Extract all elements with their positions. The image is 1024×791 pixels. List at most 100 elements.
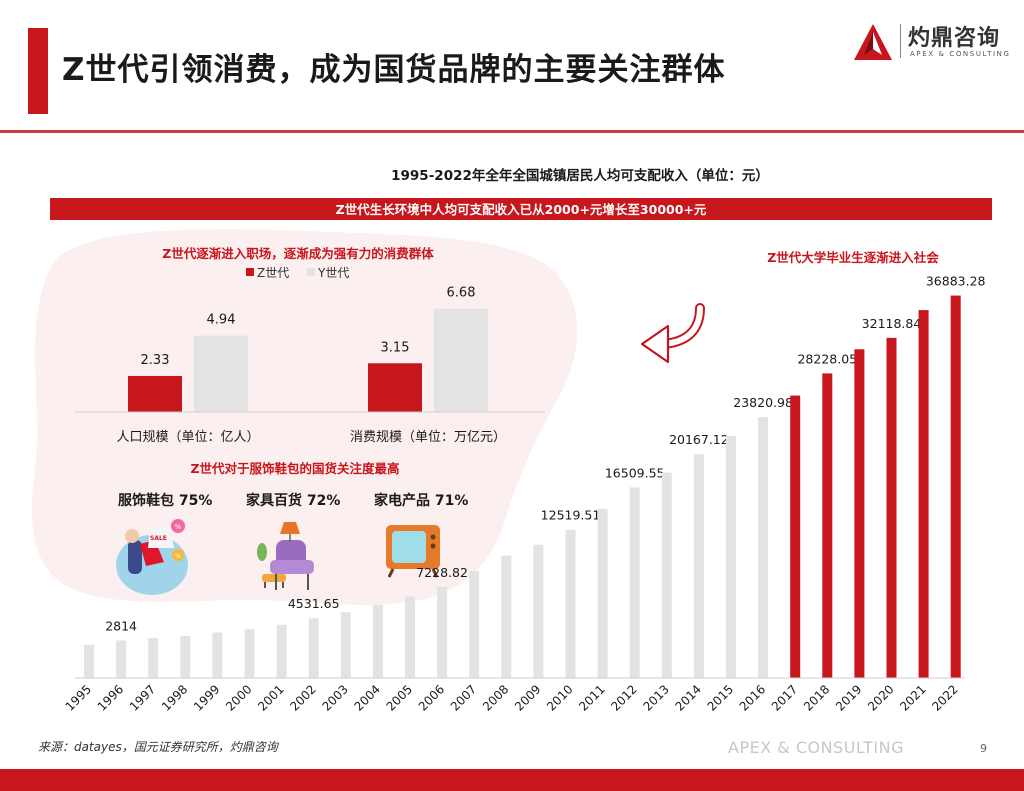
bar-2011 [597, 508, 608, 678]
x-tick-1997: 1997 [127, 682, 158, 713]
data-label-2018: 28228.05 [797, 351, 857, 366]
data-label-2020: 32118.84 [862, 316, 922, 331]
bar-2009 [533, 544, 544, 678]
bar-2016 [758, 417, 769, 678]
legend-swatch-z [246, 268, 254, 276]
shopping-woman-icon: SALE % % [116, 519, 188, 595]
bar-2021 [918, 310, 929, 678]
legend-label-z: Z世代 [257, 266, 289, 280]
inset-bar-0-1 [194, 335, 248, 412]
bar-2006 [437, 586, 448, 678]
bar-2013 [661, 472, 672, 678]
graduates-annotation: Z世代大学毕业生逐渐进入社会 [767, 250, 939, 265]
page-number: 9 [980, 742, 987, 755]
inset-value-0-1: 4.94 [207, 313, 236, 328]
inset-value-1-0: 3.15 [381, 340, 410, 355]
bar-2000 [244, 629, 255, 678]
data-label-2010: 12519.51 [541, 508, 601, 523]
bar-2017 [790, 395, 801, 678]
bar-2018 [822, 373, 833, 678]
x-tick-2008: 2008 [480, 682, 511, 713]
x-tick-2006: 2006 [416, 682, 447, 713]
main-chart-banner-text: Z世代生长环境中人均可支配收入已从2000+元增长至30000+元 [336, 202, 707, 217]
x-tick-2016: 2016 [737, 682, 768, 713]
inset-bar-chart: 2.33 4.94 人口规模（单位：亿人） 3.15 6.68 消费规模（单位：万亿元） [116, 286, 506, 445]
bar-2003 [340, 612, 351, 678]
x-tick-1999: 1999 [191, 682, 222, 713]
category-label-appliance: 家电产品 71% [374, 493, 469, 509]
bar-1998 [180, 635, 191, 678]
inset-legend: Z世代 Y世代 [246, 266, 349, 280]
legend-label-y: Y世代 [317, 266, 349, 280]
bar-1995 [84, 644, 94, 678]
inset-bar-1-0 [368, 363, 422, 412]
company-logo: 灼鼎咨询 APEX & CONSULTING [852, 20, 1022, 64]
bar-2002 [308, 618, 319, 678]
source-note: 来源：datayes，国元证券研究所，灼鼎咨询 [38, 740, 278, 754]
x-tick-1995: 1995 [63, 682, 94, 713]
bar-2020 [886, 337, 897, 678]
x-tick-2022: 2022 [929, 682, 960, 713]
x-tick-2005: 2005 [384, 682, 415, 713]
x-tick-2007: 2007 [448, 682, 479, 713]
inset-bar-0-0 [128, 375, 182, 412]
x-tick-2002: 2002 [287, 682, 318, 713]
data-label-2014: 20167.12 [669, 432, 729, 447]
inset-title: Z世代逐渐进入职场，逐渐成为强有力的消费群体 [162, 246, 434, 261]
main-chart-banner [50, 198, 992, 220]
x-tick-2003: 2003 [319, 682, 350, 713]
x-tick-2017: 2017 [769, 682, 800, 713]
armchair-icon [257, 522, 314, 590]
bar-2005 [405, 596, 415, 678]
bar-1997 [148, 637, 159, 678]
category-label-furniture: 家具百货 72% [246, 493, 341, 509]
bar-2014 [693, 454, 704, 678]
category-label-clothing: 服饰鞋包 75% [118, 493, 213, 509]
data-label-2012: 16509.55 [605, 465, 665, 480]
bar-2008 [501, 555, 512, 678]
svg-text:%: % [175, 553, 181, 560]
data-label-2006: 7228.82 [416, 565, 468, 580]
x-tick-2020: 2020 [865, 682, 896, 713]
bar-2019 [854, 349, 865, 678]
footer-bar [0, 769, 1024, 791]
main-chart-title: 1995-2022年全年全国城镇居民人均可支配收入（单位：元） [391, 167, 769, 184]
data-label-2016: 23820.98 [733, 395, 793, 410]
x-tick-2001: 2001 [255, 682, 286, 713]
x-tick-2009: 2009 [512, 682, 543, 713]
bar-2015 [726, 435, 736, 678]
data-label-1996: 2814 [105, 618, 137, 633]
logo-text-cn: 灼鼎咨询 [908, 26, 1001, 51]
x-tick-2000: 2000 [223, 682, 254, 713]
bar-2004 [372, 604, 383, 678]
inset-value-1-1: 6.68 [447, 286, 476, 301]
x-tick-2011: 2011 [576, 682, 607, 713]
x-tick-1998: 1998 [159, 682, 190, 713]
legend-swatch-y [307, 268, 315, 276]
x-tick-1996: 1996 [95, 682, 126, 713]
header-divider [0, 130, 1024, 133]
inset-bar-1-1 [434, 308, 488, 412]
bar-2001 [276, 624, 287, 678]
x-tick-2013: 2013 [640, 682, 671, 713]
x-tick-2018: 2018 [801, 682, 832, 713]
logo-text-en: APEX & CONSULTING [910, 50, 1011, 58]
sale-tag: SALE [150, 535, 167, 542]
x-tick-2014: 2014 [673, 682, 704, 713]
tv-icon [386, 525, 440, 578]
page-title: Z世代引领消费，成为国货品牌的主要关注群体 [62, 52, 726, 88]
bar-2022 [950, 295, 961, 678]
inset-category-1: 消费规模（单位：万亿元） [350, 430, 506, 445]
bar-2007 [469, 571, 480, 678]
bar-2012 [629, 487, 640, 678]
data-label-2002: 4531.65 [288, 596, 340, 611]
x-tick-2021: 2021 [897, 682, 928, 713]
bar-1996 [116, 640, 127, 678]
inset-value-0-0: 2.33 [141, 353, 170, 368]
categories-title: Z世代对于服饰鞋包的国货关注度最高 [190, 461, 399, 476]
bar-2010 [565, 529, 576, 678]
curved-arrow-icon [640, 303, 705, 364]
footer-watermark: APEX & CONSULTING [728, 738, 904, 757]
x-tick-2010: 2010 [544, 682, 575, 713]
